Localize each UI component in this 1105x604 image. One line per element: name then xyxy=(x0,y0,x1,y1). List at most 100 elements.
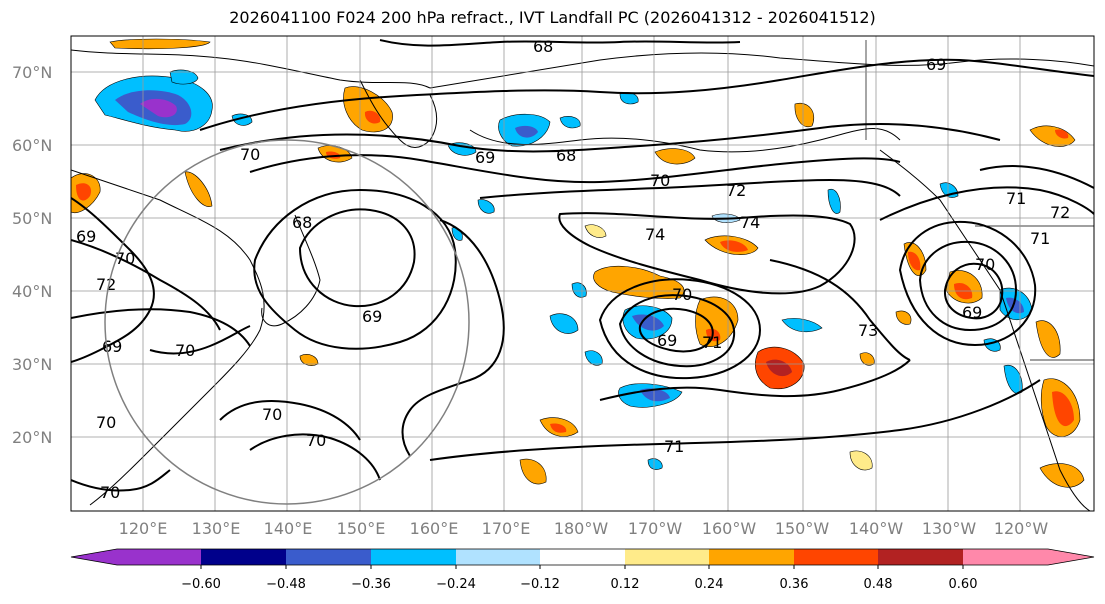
lon-label: 160°E xyxy=(410,519,459,538)
contour-label: 70 xyxy=(175,341,195,360)
lon-label: 150°W xyxy=(775,519,830,538)
contour-label: 69 xyxy=(102,337,122,356)
contour-low-center-outer xyxy=(598,278,762,380)
shade-negative-small-11 xyxy=(571,282,587,298)
contour-label: 71 xyxy=(664,437,684,456)
contour-bottom-left xyxy=(71,469,171,492)
shade-positive-central-7 xyxy=(849,450,873,471)
colorbar-tick-label: 0.36 xyxy=(780,577,809,592)
contour-label: 69 xyxy=(76,227,96,246)
shade-negative-small-10 xyxy=(549,313,579,334)
colorbar-tick-label: −0.36 xyxy=(351,577,391,592)
longitude-labels: 120°E 130°E 140°E 150°E 160°E 170°E 180°… xyxy=(119,519,1049,538)
contour-label: 74 xyxy=(645,225,665,244)
contour-japan-high-outer xyxy=(253,188,457,350)
shade-positive-east-5 xyxy=(1039,463,1085,488)
latitude-labels: 70°N 60°N 50°N 40°N 30°N 20°N xyxy=(12,63,52,447)
contour-label: 70 xyxy=(672,285,692,304)
colorbar-segments xyxy=(71,549,1094,565)
contour-southwest-70b xyxy=(249,433,381,481)
shade-positive-central-1-core xyxy=(720,240,748,252)
shade-negative-nw2 xyxy=(169,69,199,85)
coastline-kamchatka xyxy=(359,79,438,148)
lat-label: 30°N xyxy=(12,355,52,374)
contour-label: 68 xyxy=(292,213,312,232)
lon-label: 120°W xyxy=(994,519,1049,538)
contour-japan-high-inner xyxy=(298,208,416,308)
region-circle xyxy=(104,139,470,505)
contour-west-3 xyxy=(71,308,251,347)
colorbar-segment xyxy=(709,549,794,565)
map-title: 2026041100 F024 200 hPa refract., IVT La… xyxy=(229,8,876,27)
colorbar-tick-label: 0.60 xyxy=(949,577,978,592)
colorbar-segment xyxy=(540,549,625,565)
colorbar-segment xyxy=(963,549,1048,565)
shade-positive-central-10 xyxy=(895,310,912,325)
shade-positive-8-core xyxy=(1055,129,1069,139)
lat-label: 60°N xyxy=(12,136,52,155)
shade-positive-6 xyxy=(654,148,696,165)
lon-label: 140°W xyxy=(849,519,904,538)
contour-label: 70 xyxy=(306,431,326,450)
lon-label: 130°W xyxy=(922,519,977,538)
contour-label: 70 xyxy=(262,405,282,424)
map-background xyxy=(71,36,1094,511)
colorbar-segment xyxy=(625,549,709,565)
lon-label: 130°E xyxy=(192,519,241,538)
colorbar-segment xyxy=(456,549,540,565)
contour-label: 69 xyxy=(657,331,677,350)
contour-mid-pacific xyxy=(401,219,505,457)
contour-label: 70 xyxy=(100,483,120,502)
contour-72 xyxy=(479,178,901,199)
contour-label: 73 xyxy=(858,321,878,340)
contour-west-70 xyxy=(149,325,251,355)
contour-label: 70 xyxy=(240,145,260,164)
colorbar-tick-label: 0.48 xyxy=(864,577,893,592)
shade-positive-1 xyxy=(109,38,211,50)
shade-negative-low-center-core xyxy=(632,314,664,331)
coastline-asia xyxy=(71,169,265,506)
contour-south-71 xyxy=(429,379,1041,461)
lon-label: 140°E xyxy=(264,519,313,538)
colorbar-segment xyxy=(286,549,371,565)
contour-label: 69 xyxy=(962,303,982,322)
contour-label: 72 xyxy=(726,181,746,200)
contour-low-center-mid xyxy=(618,294,736,368)
contour-73 xyxy=(769,259,911,361)
lon-label: 160°W xyxy=(702,519,757,538)
contour-low-center-inner xyxy=(638,307,714,353)
shade-negative-small-14 xyxy=(647,458,663,470)
shade-positive-central-3 xyxy=(695,296,739,348)
contour-label: 70 xyxy=(115,249,135,268)
colorbar-segment xyxy=(201,549,286,565)
shade-positive-7 xyxy=(794,102,815,128)
shade-negative-alaska-core xyxy=(515,125,538,138)
lon-label: 150°E xyxy=(337,519,386,538)
colorbar: −0.60 −0.48 −0.36 −0.24 −0.12 0.12 0.24 … xyxy=(70,548,1095,592)
colorbar-segment xyxy=(117,549,201,565)
contour-east-low-outer xyxy=(898,220,1037,347)
lat-label: 20°N xyxy=(12,428,52,447)
colorbar-tick-label: 0.24 xyxy=(695,577,724,592)
colorbar-segment xyxy=(794,549,878,565)
shade-negative-east-coast-core xyxy=(1006,297,1024,314)
lon-label: 170°E xyxy=(482,519,531,538)
colorbar-tick-label: 0.12 xyxy=(611,577,640,592)
contour-labels: 68 69 69 68 70 70 72 74 74 68 69 70 72 6… xyxy=(76,37,1070,502)
coastline-arctic xyxy=(429,52,1094,89)
contour-east-72 xyxy=(979,165,1094,189)
colorbar-ticks xyxy=(200,565,964,569)
contour-label: 74 xyxy=(740,213,760,232)
refractivity-contours xyxy=(71,39,1094,492)
shade-positive-central-5-core xyxy=(550,423,567,433)
contour-label: 69 xyxy=(475,148,495,167)
contour-label: 72 xyxy=(96,275,116,294)
lon-label: 180°W xyxy=(554,519,609,538)
lat-label: 40°N xyxy=(12,282,52,301)
contour-label: 70 xyxy=(96,413,116,432)
contour-west-2 xyxy=(71,239,221,331)
colorbar-labels: −0.60 −0.48 −0.36 −0.24 −0.12 0.12 0.24 … xyxy=(181,577,977,592)
graticule xyxy=(71,36,1094,511)
contour-label: 69 xyxy=(362,307,382,326)
